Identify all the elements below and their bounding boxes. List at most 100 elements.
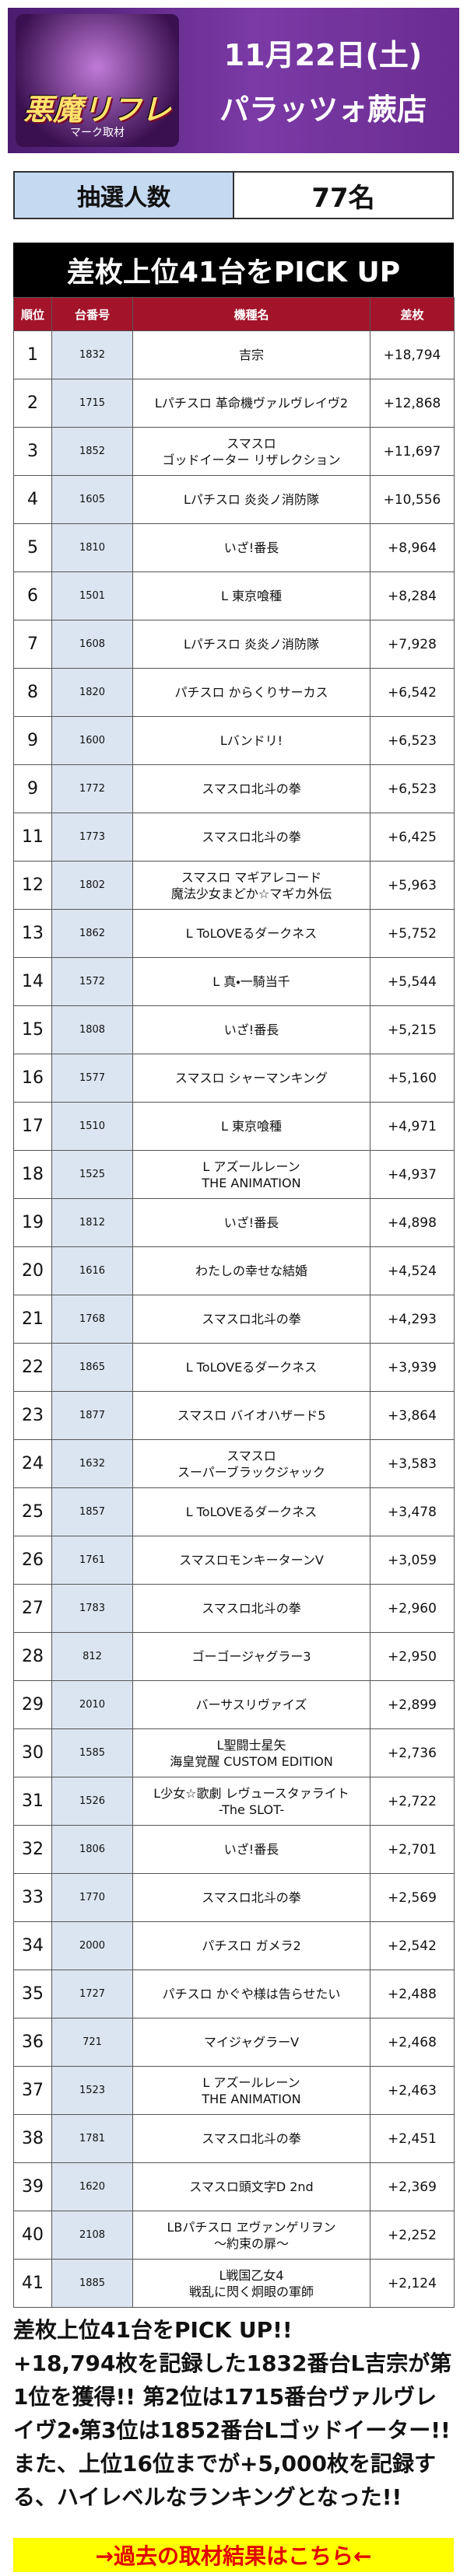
machine-name: 吉宗 [132,330,370,379]
machine-name: Lパチスロ 炎炎ノ消防隊 [132,620,370,669]
table-row: 6 1501 L 東京喰種 +8,284 [13,571,455,620]
diff-cell: +3,478 [370,1487,455,1536]
diff-cell: +5,215 [370,1005,455,1054]
name-line: Lパチスロ 炎炎ノ消防隊 [183,637,319,652]
lottery-box: 抽選人数 77名 [13,171,454,219]
num-cell: 1501 [51,571,133,620]
name-line: L 東京喰種 [220,589,282,603]
machine-name: パチスロ ガメラ2 [132,1921,370,1970]
machine-name: わたしの幸せな結婚 [132,1246,370,1295]
num-cell: 1808 [51,1005,133,1054]
table-row: 21 1768 スマスロ北斗の拳 +4,293 [13,1295,455,1344]
logo: 悪魔リフレ マーク取材 [16,14,179,147]
num-cell: 1820 [51,668,133,717]
diff-cell: +18,794 [370,330,455,379]
diff-cell: +2,468 [370,2018,455,2067]
diff-cell: +3,939 [370,1343,455,1392]
diff-cell: +11,697 [370,427,455,476]
diff-cell: +2,701 [370,1825,455,1874]
table-row: 25 1857 L ToLOVEるダークネス +3,478 [13,1487,455,1536]
diff-cell: +12,868 [370,379,455,428]
table-row: 23 1877 スマスロ バイオハザード5 +3,864 [13,1391,455,1440]
name-line: スマスロ [226,435,276,451]
past-results-link[interactable]: →過去の取材結果はこちら← [13,2538,454,2572]
diff-cell: +2,369 [370,2162,455,2211]
rank-cell: 6 [13,571,52,620]
date: 11月22日(土) [223,38,423,72]
name-line: バーサスリヴァイズ [195,1697,307,1712]
diff-cell: +2,722 [370,1777,455,1826]
num-cell: 1526 [51,1777,133,1826]
rank-cell: 30 [13,1728,52,1777]
table-row: 9 1772 スマスロ北斗の拳 +6,523 [13,764,455,813]
table-row: 27 1783 スマスロ北斗の拳 +2,960 [13,1584,455,1633]
name-line: Lパチスロ 炎炎ノ消防隊 [183,492,319,507]
table-title: 差枚上位41台をPICK UP [13,243,454,297]
rank-cell: 16 [13,1054,52,1103]
name-line: マイジャグラーV [203,2035,300,2050]
machine-name: LBパチスロ ヱヴァンゲリヲン ～約束の扉～ [132,2211,370,2260]
diff-cell: +2,252 [370,2211,455,2260]
diff-cell: +5,160 [370,1054,455,1103]
table-row: 33 1770 スマスロ北斗の拳 +2,569 [13,1873,455,1922]
name-line: L ToLOVEるダークネス [185,1360,318,1375]
table-row: 20 1616 わたしの幸せな結婚 +4,524 [13,1246,455,1295]
diff-cell: +4,524 [370,1246,455,1295]
table-row: 31 1526 L少女☆歌劇 レヴュースタァライト -The SLOT- +2,722 [13,1777,455,1826]
name-line: スマスロ北斗の拳 [202,2131,301,2146]
machine-name: スマスロ バイオハザード5 [132,1391,370,1440]
num-cell: 1523 [51,2066,133,2115]
diff-cell: +3,864 [370,1391,455,1440]
name-line: L アズールレーン [202,1159,300,1174]
name-line: スマスロ北斗の拳 [202,1601,301,1616]
machine-name: パチスロ かぐや様は告らせたい [132,1970,370,2019]
machine-name: スマスロ ゴッドイーター リザレクション [132,427,370,476]
rank-cell: 39 [13,2162,52,2211]
name-line: スマスロモンキーターンV [179,1553,324,1568]
diff-cell: +3,583 [370,1439,455,1488]
name-line: Lバンドリ! [219,733,283,748]
table-row: 9 1600 Lバンドリ! +6,523 [13,716,455,765]
diff-cell: +2,960 [370,1584,455,1633]
rank-cell: 24 [13,1439,52,1488]
rank-cell: 22 [13,1343,52,1392]
num-cell: 1812 [51,1198,133,1247]
name-line: スマスロ北斗の拳 [202,1890,301,1905]
diff-cell: +8,284 [370,571,455,620]
rank-cell: 23 [13,1391,52,1440]
rank-cell: 41 [13,2259,52,2308]
column-header: 順位 [13,297,52,331]
num-cell: 1885 [51,2259,133,2308]
table-body: 1 1832 吉宗 +18,794 2 1715 Lパチスロ 革命機ヴァルヴレイヴ2 +12,… [13,330,455,2308]
name-line: -The SLOT- [218,1802,285,1817]
name-line: ～約束の扉～ [213,2235,289,2251]
header-row: 順位 台番号 機種名 差枚 [13,297,455,331]
name-line: L ToLOVEるダークネス [185,1505,318,1519]
rank-cell: 4 [13,475,52,524]
num-cell: 1525 [51,1150,133,1199]
diff-cell: +4,898 [370,1198,455,1247]
num-cell: 1605 [51,475,133,524]
table-row: 17 1510 L 東京喰種 +4,971 [13,1102,455,1151]
name-line: スーパーブラックジャック [177,1464,326,1480]
name-line: いざ!番長 [223,1215,279,1230]
rank-cell: 32 [13,1825,52,1874]
diff-cell: +2,463 [370,2066,455,2115]
name-line: L戦国乙女4 [219,2267,284,2283]
machine-name: L 東京喰種 [132,1102,370,1151]
rank-cell: 21 [13,1295,52,1344]
num-cell: 812 [51,1632,133,1681]
table-row: 4 1605 Lパチスロ 炎炎ノ消防隊 +10,556 [13,475,455,524]
name-line: いざ!番長 [223,1022,279,1037]
rank-cell: 34 [13,1921,52,1970]
name-line: パチスロ ガメラ2 [202,1938,301,1953]
table-row: 39 1620 スマスロ頭文字D 2nd +2,369 [13,2162,455,2211]
table-row: 36 721 マイジャグラーV +2,468 [13,2018,455,2067]
machine-name: スマスロ北斗の拳 [132,1873,370,1922]
name-line: THE ANIMATION [202,1175,301,1190]
rank-cell: 25 [13,1487,52,1536]
name-line: スマスロ北斗の拳 [202,830,301,844]
table-row: 19 1812 いざ!番長 +4,898 [13,1198,455,1247]
table-row: 13 1862 L ToLOVEるダークネス +5,752 [13,909,455,958]
